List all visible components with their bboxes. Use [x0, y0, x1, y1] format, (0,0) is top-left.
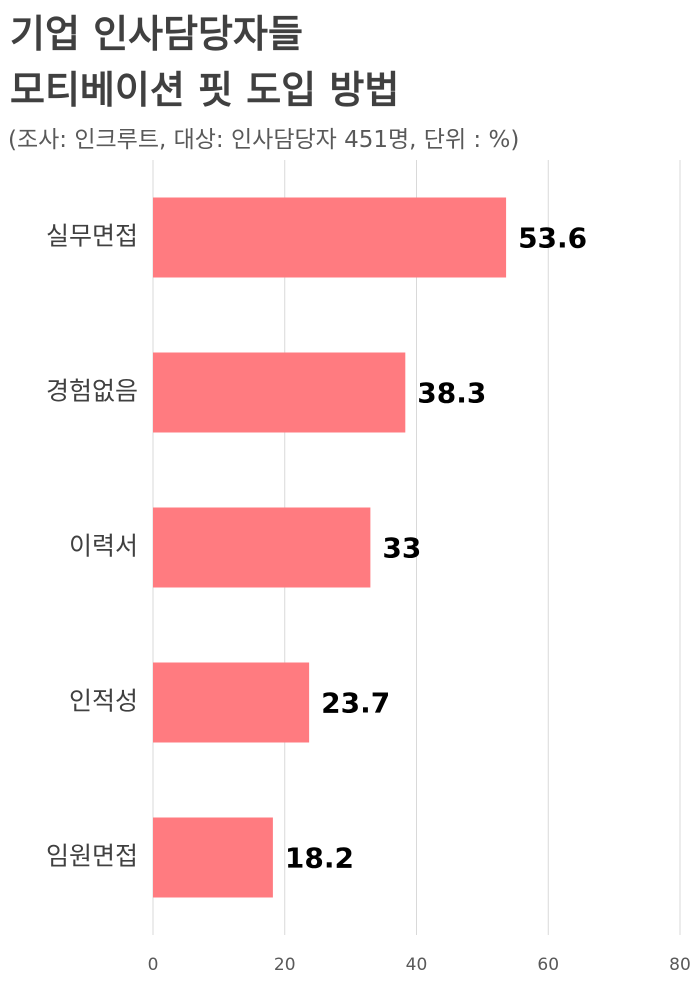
bar [153, 352, 406, 433]
bar [153, 197, 507, 278]
y-tick-label: 이력서 [69, 532, 138, 561]
bar [153, 817, 273, 898]
value-label: 23.7 [321, 687, 390, 720]
x-tick-label: 40 [406, 955, 428, 975]
value-label: 18.2 [285, 842, 354, 875]
x-tick-label: 80 [669, 955, 691, 975]
y-tick-label: 인적성 [69, 687, 138, 716]
y-tick-label: 경험없음 [46, 377, 138, 406]
value-label: 53.6 [518, 222, 587, 255]
bar [153, 662, 310, 743]
y-tick-label: 임원면접 [46, 842, 138, 871]
x-tick-label: 0 [148, 955, 159, 975]
y-tick-label: 실무면접 [46, 222, 138, 251]
bar [153, 507, 371, 588]
chart-title: 기업 인사담당자들 모티베이션 핏 도입 방법 [10, 12, 400, 112]
x-tick-label: 60 [537, 955, 559, 975]
value-label: 38.3 [417, 377, 486, 410]
x-tick-label: 20 [274, 955, 296, 975]
chart-subtitle: (조사: 인크루트, 대상: 인사담당자 451명, 단위 : %) [8, 127, 520, 153]
value-label: 33 [382, 532, 421, 565]
